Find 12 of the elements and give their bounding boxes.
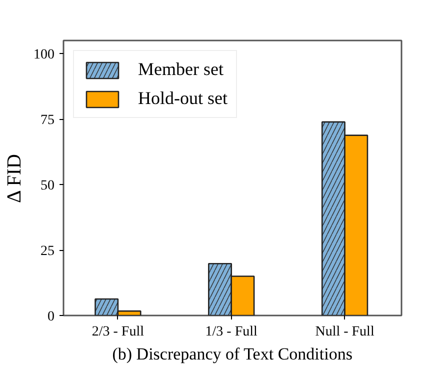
y-tick-label: 100 (34, 48, 54, 63)
y-axis-title: Δ FID (4, 154, 26, 204)
y-tick-label: 50 (40, 178, 54, 194)
legend-label: Hold-out set (138, 88, 228, 109)
y-tick-label: 25 (40, 244, 54, 260)
legend-label: Member set (138, 59, 224, 80)
x-tick-label: Null - Full (315, 324, 374, 340)
y-tick-label: 0 (48, 310, 54, 324)
x-tick-label: 1/3 - Full (205, 324, 258, 340)
y-tick-label: 75 (40, 113, 54, 128)
x-axis-title: (b) Discrepancy of Text Conditions (112, 344, 352, 364)
x-tick-label: 2/3 - Full (92, 324, 144, 340)
